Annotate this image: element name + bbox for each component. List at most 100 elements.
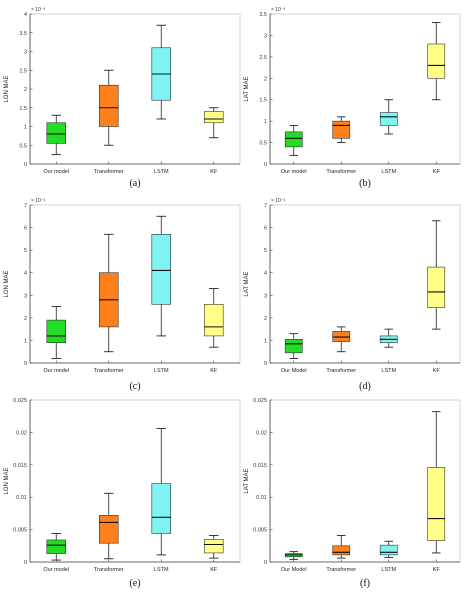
- box-transformer: [332, 116, 351, 144]
- iqr-box: [46, 122, 66, 144]
- panel-d: 0 1 2 3 4 5 6 7 × 10⁻³ LAT MAE Our Model Transforme…: [244, 198, 461, 392]
- panel-caption: (d): [359, 381, 371, 392]
- panel-c: 0 1 2 3 4 5 6 7 × 10⁻³ LON MAE Our model Transforme…: [4, 198, 241, 392]
- box-lstm: [379, 328, 398, 348]
- y-tick-label: 1: [264, 338, 267, 344]
- x-tick-label: Transformer: [326, 169, 356, 175]
- x-tick-label: Transformer: [326, 368, 356, 374]
- x-tick-label: Our model: [43, 169, 69, 175]
- box-kf: [204, 288, 224, 348]
- axes-box: [29, 399, 241, 563]
- x-tick-label: LSTM: [154, 169, 169, 175]
- iqr-box: [46, 539, 66, 554]
- y-tick-label: 5: [24, 248, 27, 254]
- panel-caption: (e): [129, 578, 140, 589]
- panel-e: 0 0.005 0.01 0.015 0.02 0.025 LON MAE Our model…: [4, 398, 241, 589]
- y-tick-label: 0: [24, 560, 27, 566]
- y-tick-label: 3.5: [259, 12, 267, 18]
- y-axis-label: LAT MAE: [244, 76, 250, 101]
- y-tick-label: 0: [264, 560, 267, 566]
- y-tick-label: 2.5: [19, 68, 27, 74]
- y-tick-label: 4: [264, 271, 267, 277]
- y-tick-label: 0.005: [13, 528, 27, 534]
- panel-a: 0 0.5 1 1.5 2 2.5 3 3.5 4 × 10⁻³ LON MAE Our model T…: [4, 7, 241, 189]
- x-tick-label: KF: [433, 368, 441, 374]
- panel-f: 0 0.005 0.01 0.015 0.02 0.025 LAT MAE Our Model…: [244, 398, 461, 589]
- x-tick-label: KF: [433, 169, 441, 175]
- box-transformer: [99, 69, 119, 146]
- box-lstm: [379, 540, 398, 558]
- y-tick-label: 0.02: [256, 430, 267, 436]
- y-tick-label: 2: [24, 87, 27, 93]
- x-tick-label: LSTM: [381, 169, 396, 175]
- x-tick-label: Our Model: [281, 368, 307, 374]
- x-tick-label: LSTM: [154, 368, 169, 374]
- x-tick-label: Our model: [43, 567, 69, 573]
- axis-multiplier: × 10⁻³: [271, 7, 286, 13]
- y-tick-label: 0.025: [13, 398, 27, 404]
- y-tick-label: 7: [264, 203, 267, 209]
- iqr-box: [332, 331, 351, 342]
- y-tick-label: 2: [264, 316, 267, 322]
- y-axis-label: LON MAE: [4, 75, 10, 102]
- iqr-box: [151, 234, 172, 305]
- x-tick-label: KF: [210, 567, 218, 573]
- x-tick-label: KF: [433, 567, 441, 573]
- box-kf: [204, 534, 224, 559]
- box-transformer: [99, 233, 119, 353]
- iqr-box: [284, 131, 303, 148]
- box-our-model: [284, 333, 303, 359]
- axis-multiplier: × 10⁻³: [271, 198, 286, 204]
- y-tick-label: 0: [24, 361, 27, 367]
- iqr-box: [46, 319, 66, 343]
- y-tick-label: 1.5: [19, 106, 27, 112]
- x-tick-label: LSTM: [381, 567, 396, 573]
- y-tick-label: 3: [264, 33, 267, 39]
- box-our-model: [46, 114, 66, 156]
- y-tick-label: 4: [24, 12, 27, 18]
- iqr-box: [284, 338, 303, 354]
- y-tick-label: 0.015: [13, 463, 27, 469]
- x-tick-label: LSTM: [154, 567, 169, 573]
- y-tick-label: 7: [24, 203, 27, 209]
- y-tick-label: 0.01: [256, 495, 267, 501]
- y-tick-label: 4: [24, 271, 27, 277]
- y-tick-label: 3: [264, 293, 267, 299]
- y-tick-label: 0: [24, 162, 27, 168]
- y-tick-label: 3.5: [19, 31, 27, 37]
- box-transformer: [99, 492, 119, 560]
- y-tick-label: 2: [24, 316, 27, 322]
- y-tick-label: 3: [24, 293, 27, 299]
- box-lstm: [151, 215, 172, 337]
- x-tick-label: LSTM: [381, 368, 396, 374]
- iqr-box: [204, 539, 224, 554]
- y-tick-label: 0.5: [259, 141, 267, 147]
- x-tick-label: Transformer: [94, 169, 124, 175]
- y-tick-label: 0.025: [253, 398, 267, 404]
- box-lstm: [151, 24, 172, 120]
- y-tick-label: 3: [24, 50, 27, 56]
- panel-caption: (f): [360, 578, 370, 589]
- y-axis-label: LON MAE: [4, 467, 10, 494]
- box-our-model: [46, 306, 66, 359]
- y-tick-label: 5: [264, 248, 267, 254]
- panel-caption: (a): [129, 178, 140, 189]
- iqr-box: [99, 515, 119, 544]
- box-transformer: [332, 534, 351, 559]
- panel-caption: (b): [359, 178, 371, 189]
- iqr-box: [151, 483, 172, 534]
- box-lstm: [151, 428, 172, 556]
- box-our-model: [284, 551, 303, 560]
- y-axis-label: LON MAE: [4, 270, 10, 297]
- axis-multiplier: × 10⁻³: [31, 7, 46, 13]
- y-axis-label: LAT MAE: [244, 271, 250, 296]
- iqr-box: [427, 467, 446, 541]
- y-tick-label: 6: [264, 226, 267, 232]
- iqr-box: [99, 84, 119, 127]
- y-tick-label: 0.01: [16, 495, 27, 501]
- y-tick-label: 0.015: [253, 463, 267, 469]
- iqr-box: [204, 111, 224, 124]
- y-tick-label: 0.02: [16, 430, 27, 436]
- box-kf: [427, 220, 446, 330]
